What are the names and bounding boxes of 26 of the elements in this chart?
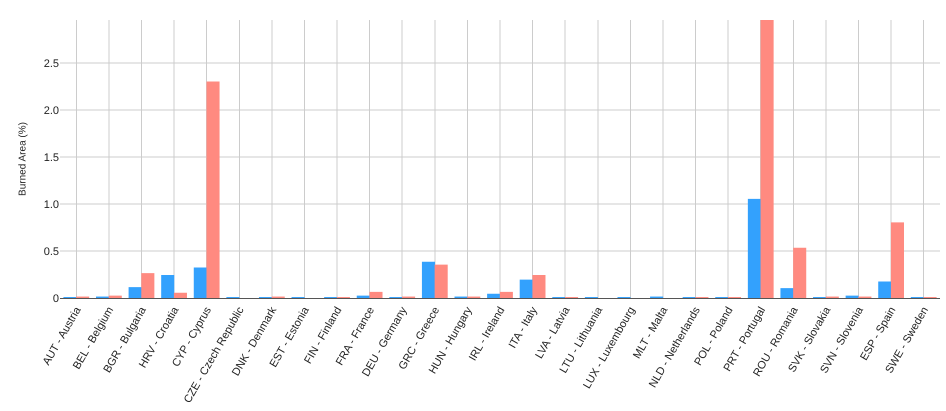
bar [141, 273, 154, 298]
y-tick-label: 0 [52, 292, 59, 305]
bar [520, 280, 533, 298]
bar [878, 282, 892, 298]
bar [422, 262, 435, 298]
bar [194, 267, 207, 298]
bar [748, 198, 761, 298]
bar [532, 274, 546, 298]
y-tick-label: 2.5 [44, 58, 59, 70]
y-tick-label: 1.5 [44, 152, 59, 164]
y-tick-label: 1.0 [44, 198, 59, 211]
bar [128, 287, 142, 298]
y-tick-label: 2.0 [44, 105, 59, 118]
bar [369, 292, 383, 298]
bar [780, 288, 794, 298]
bar [487, 294, 500, 298]
bar [500, 292, 513, 298]
bar [793, 248, 806, 298]
bar [890, 222, 904, 298]
y-tick-label: 0.5 [44, 246, 59, 258]
bar [206, 81, 220, 298]
y-axis-title: Burned Area (%) [18, 122, 29, 196]
bar [434, 264, 448, 298]
bar [161, 274, 174, 298]
bar [760, 20, 774, 298]
bar [174, 292, 187, 298]
